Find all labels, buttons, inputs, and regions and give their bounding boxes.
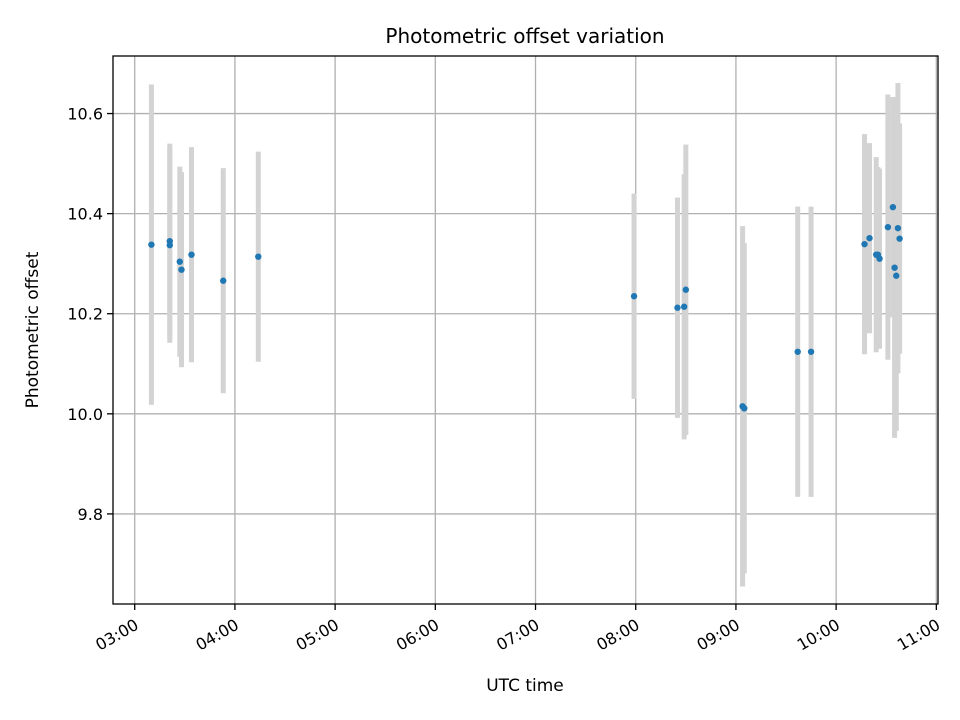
data-point [674, 304, 681, 311]
y-axis-ticks: 9.8 10.0 10.2 10.4 10.6 [67, 105, 113, 524]
data-point [794, 348, 801, 355]
data-point [680, 303, 688, 310]
x-tick-label: 04:00 [192, 615, 241, 655]
data-point [220, 277, 227, 284]
x-tick-label: 11:00 [894, 615, 943, 655]
y-tick-label: 10.0 [67, 405, 103, 424]
data-point [891, 264, 898, 271]
data-point [894, 224, 902, 232]
data-point [630, 293, 638, 300]
data-point [807, 348, 815, 355]
x-tick-label: 08:00 [593, 615, 642, 655]
data-point [884, 223, 892, 231]
y-tick-label: 9.8 [78, 505, 103, 524]
grid-lines [113, 56, 938, 604]
data-point [255, 253, 262, 260]
error-bars [148, 83, 903, 587]
data-point [893, 272, 900, 279]
x-tick-label: 06:00 [393, 615, 442, 655]
y-tick-label: 10.2 [67, 305, 103, 324]
data-point [889, 203, 897, 211]
data-point [861, 240, 868, 248]
data-points [148, 203, 903, 412]
chart-title: Photometric offset variation [385, 24, 664, 48]
x-tick-label: 09:00 [693, 615, 742, 655]
data-point [166, 241, 173, 249]
data-point [741, 405, 748, 412]
data-point [682, 286, 690, 293]
x-tick-label: 07:00 [493, 615, 542, 655]
y-tick-label: 10.6 [67, 105, 103, 124]
x-tick-label: 03:00 [92, 615, 141, 655]
x-tick-label: 05:00 [293, 615, 342, 655]
x-axis-title: UTC time [486, 676, 564, 696]
y-axis-title: Photometric offset [23, 251, 43, 408]
x-tick-label: 10:00 [794, 615, 843, 655]
data-point [188, 251, 195, 258]
y-tick-label: 10.4 [67, 205, 103, 224]
data-point [148, 241, 155, 248]
data-point [178, 266, 185, 273]
data-point [176, 258, 184, 265]
x-axis-ticks: 03:00 04:00 05:00 06:00 07:00 08:00 09:00 10:00… [92, 604, 943, 655]
data-point [866, 234, 873, 242]
data-point [896, 235, 903, 242]
data-point [876, 255, 883, 262]
plot-frame [112, 55, 939, 605]
